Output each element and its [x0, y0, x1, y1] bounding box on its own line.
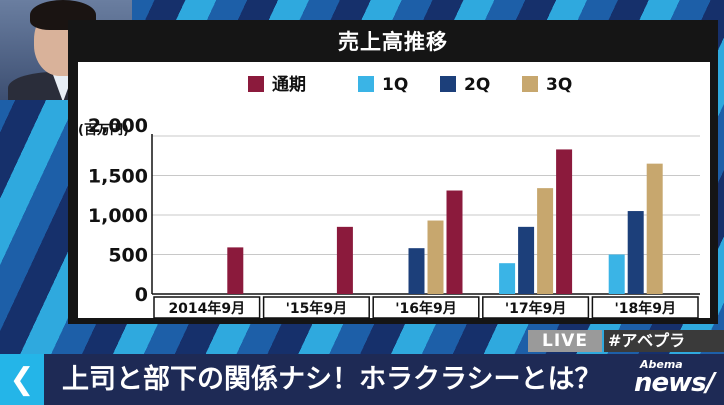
bar-3Q-2	[427, 220, 444, 294]
bar-2Q-3	[518, 226, 535, 294]
chart-card	[78, 62, 710, 318]
x-category-box-0	[153, 296, 261, 319]
legend-swatch-2	[440, 76, 456, 92]
bar-通期-3	[556, 149, 573, 294]
logo-small-text: Abema	[640, 358, 683, 371]
y-tick-label-1: 1,500	[88, 166, 148, 188]
y-tick-label-3: 500	[108, 245, 148, 267]
bar-通期-2	[446, 190, 463, 294]
hashtag-label: #アベプラ	[604, 330, 724, 352]
y-axis-unit: (百万円)	[78, 123, 129, 138]
bar-1Q-3	[499, 263, 516, 294]
legend-swatch-3	[522, 76, 538, 92]
bar-通期-1	[336, 226, 353, 294]
x-category-label-1: '15年9月	[286, 300, 348, 317]
x-category-box-2	[372, 296, 480, 319]
x-category-box-1	[262, 296, 370, 319]
x-category-label-3: '17年9月	[505, 300, 567, 317]
legend-label-0: 通期	[272, 75, 306, 95]
sales-bar-chart: 通期 1Q 2Q 3Q (百万円)2,000 1,500 1,000 500 0 2014年9月 '…	[78, 62, 710, 319]
x-category-box-3	[482, 296, 590, 319]
logo-big-text: news/	[634, 368, 715, 398]
legend-label-2: 2Q	[464, 75, 490, 95]
x-category-label-2: '16年9月	[395, 300, 457, 317]
bar-1Q-4	[608, 254, 625, 294]
x-category-box-4	[591, 296, 699, 319]
chart-title: 売上高推移	[338, 30, 448, 54]
chart-panel: 売上高推移 通期 1Q 2Q 3Q (百万円) 2,000 1,500 1,000 500 0 20…	[68, 20, 718, 324]
lower-third-bar	[0, 354, 724, 405]
x-category-label-0: 2014年9月	[168, 300, 245, 317]
y-tick-label-2: 1,000	[88, 205, 148, 227]
bar-3Q-4	[646, 163, 663, 294]
news-headline: 上司と部下の関係ナシ！ホラクラシーとは？	[62, 364, 602, 395]
legend-swatch-0	[248, 76, 264, 92]
legend-label-1: 1Q	[382, 75, 408, 95]
y-tick-label-4: 0	[135, 284, 148, 306]
legend-label-3: 3Q	[546, 75, 572, 95]
bar-通期-0	[227, 247, 244, 294]
bar-3Q-3	[537, 188, 554, 294]
y-tick-label-0: 2,000	[88, 115, 148, 137]
abema-news-logo: Abema news/	[628, 354, 724, 405]
bar-2Q-4	[627, 211, 644, 294]
legend-swatch-1	[358, 76, 374, 92]
bar-2Q-2	[408, 248, 425, 294]
live-badge: LIVE	[528, 330, 602, 352]
chevron-left-icon[interactable]: ❮	[0, 354, 44, 405]
x-category-label-4: '18年9月	[614, 300, 676, 317]
